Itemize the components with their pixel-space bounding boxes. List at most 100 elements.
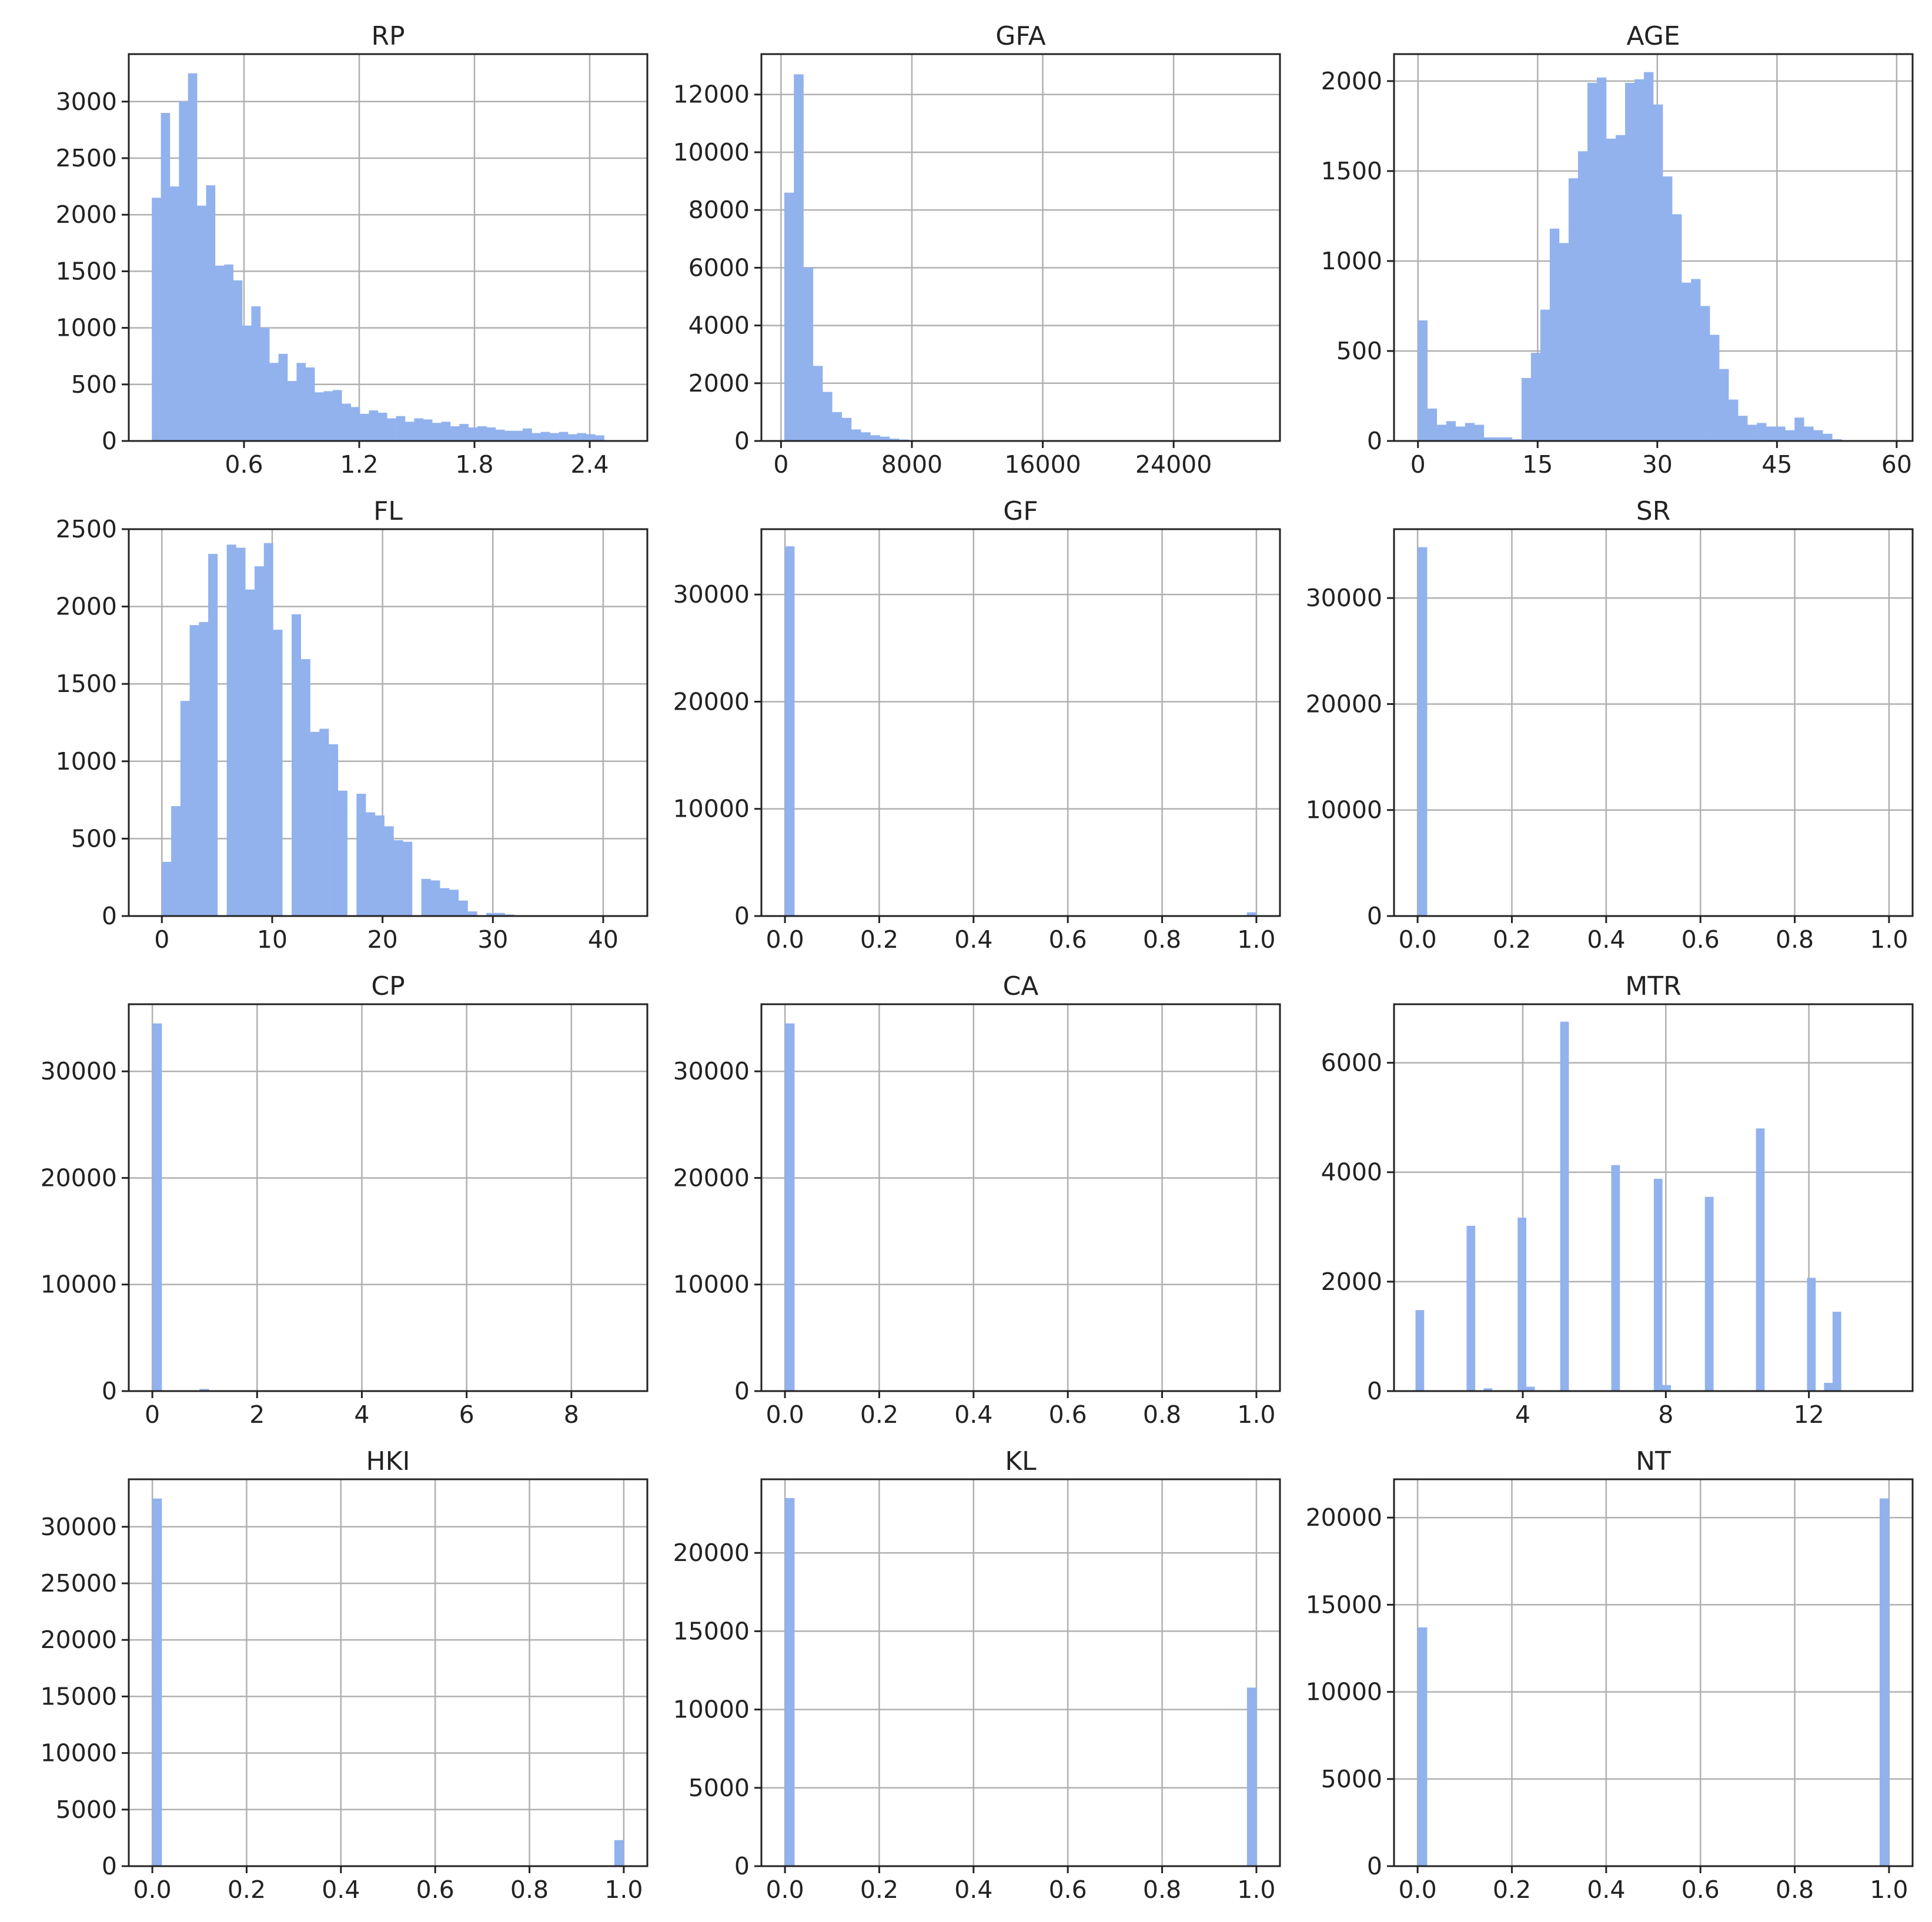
chart-title: GFA bbox=[995, 21, 1045, 51]
x-tick-label: 0.6 bbox=[1049, 1400, 1087, 1429]
x-tick-label: 0.4 bbox=[1587, 925, 1625, 954]
x-tick-label: 0.2 bbox=[860, 1876, 898, 1904]
axes-frame bbox=[1393, 1478, 1914, 1867]
x-tick-label: 0.2 bbox=[1493, 1876, 1531, 1904]
axes-frame bbox=[760, 53, 1281, 442]
bar-rp-27 bbox=[396, 416, 406, 441]
x-tick-label: 4 bbox=[1515, 1400, 1530, 1429]
axes-frame bbox=[1393, 1003, 1914, 1392]
x-tick-label: 0.6 bbox=[1049, 925, 1087, 954]
bar-age-1 bbox=[1427, 408, 1438, 441]
bar-cp-5 bbox=[199, 1389, 209, 1391]
x-tick-label: 1.0 bbox=[1870, 1876, 1908, 1904]
x-tick-label: 8 bbox=[1658, 1400, 1673, 1429]
bar-mtr-40 bbox=[1756, 1128, 1765, 1391]
bar-mtr-48 bbox=[1824, 1383, 1833, 1391]
bar-age-17 bbox=[1577, 151, 1588, 441]
x-tick-label: 0.4 bbox=[322, 1876, 360, 1904]
chart-title: RP bbox=[371, 21, 405, 51]
bar-hki-49 bbox=[614, 1840, 624, 1866]
x-tick-label: 0.8 bbox=[1776, 925, 1814, 954]
y-tick-label: 30000 bbox=[41, 1057, 117, 1085]
bar-age-42 bbox=[1813, 430, 1823, 441]
bar-rp-0 bbox=[152, 198, 161, 441]
bar-rp-42 bbox=[532, 433, 542, 441]
axes-frame bbox=[1393, 53, 1914, 442]
bar-rp-8 bbox=[224, 264, 233, 441]
bar-gfa-5 bbox=[832, 412, 842, 441]
bar-fl-5 bbox=[208, 554, 218, 916]
x-tick-label: 0.0 bbox=[1398, 1876, 1436, 1904]
x-tick-label: 40 bbox=[588, 925, 619, 954]
bar-kl-0 bbox=[785, 1498, 795, 1866]
bar-rp-11 bbox=[251, 306, 261, 441]
panel-gf: 0.0 0.2 0.4 0.6 0.8 1.0 0 10000 20000 30000 GF bbox=[673, 496, 1281, 954]
bar-rp-1 bbox=[161, 113, 171, 442]
bar-age-2 bbox=[1436, 424, 1447, 441]
panel-fl: 0 10 20 30 40 0 500 1000 1500 2000 2500 FL bbox=[56, 496, 649, 954]
y-tick-label: 0 bbox=[734, 1852, 750, 1880]
bar-cp-0 bbox=[152, 1023, 162, 1391]
bar-rp-24 bbox=[369, 410, 379, 441]
bar-mtr-8 bbox=[1483, 1388, 1493, 1391]
bar-fl-1 bbox=[171, 806, 181, 916]
x-tick-label: 0.6 bbox=[225, 450, 263, 479]
y-tick-label: 15000 bbox=[1306, 1590, 1382, 1619]
y-tick-label: 0 bbox=[1367, 902, 1382, 930]
bar-rp-43 bbox=[540, 432, 550, 441]
bar-age-12 bbox=[1530, 353, 1541, 441]
x-tick-label: 0.8 bbox=[510, 1876, 549, 1904]
bar-rp-38 bbox=[495, 429, 505, 441]
bar-age-44 bbox=[1832, 439, 1842, 441]
bar-rp-10 bbox=[242, 325, 252, 441]
y-tick-label: 0 bbox=[102, 1852, 117, 1880]
bar-fl-3 bbox=[189, 625, 199, 916]
bar-rp-25 bbox=[377, 412, 387, 441]
y-tick-label: 0 bbox=[102, 1377, 117, 1405]
axes-frame bbox=[760, 1003, 1281, 1392]
bar-age-43 bbox=[1823, 433, 1833, 441]
x-tick-label: 10 bbox=[257, 925, 288, 954]
bar-rp-46 bbox=[567, 434, 577, 441]
x-tick-label: 15 bbox=[1522, 450, 1553, 479]
bar-fl-18 bbox=[329, 744, 339, 916]
bar-age-25 bbox=[1653, 104, 1663, 442]
bar-mtr-23 bbox=[1611, 1165, 1620, 1391]
y-tick-label: 0 bbox=[1367, 1852, 1382, 1880]
bar-rp-5 bbox=[197, 205, 206, 441]
bar-rp-3 bbox=[179, 101, 189, 442]
bar-rp-47 bbox=[577, 433, 587, 441]
bar-fl-16 bbox=[310, 731, 320, 916]
bar-fl-11 bbox=[263, 543, 273, 916]
bar-age-19 bbox=[1596, 77, 1607, 442]
y-tick-label: 0 bbox=[1367, 427, 1382, 455]
bar-age-5 bbox=[1465, 423, 1475, 441]
bar-fl-32 bbox=[458, 900, 468, 916]
panel-sr: 0.0 0.2 0.4 0.6 0.8 1.0 0 10000 20000 30000 SR bbox=[1306, 496, 1914, 954]
y-tick-label: 15000 bbox=[673, 1617, 750, 1645]
bar-rp-30 bbox=[423, 419, 433, 441]
panel-rp: 0.6 1.2 1.8 2.4 0 500 1000 1500 2000 2500 3000 RP bbox=[56, 21, 649, 479]
y-tick-label: 10000 bbox=[673, 138, 750, 166]
bar-fl-8 bbox=[236, 547, 246, 916]
bar-fl-19 bbox=[337, 790, 347, 916]
x-tick-label: 0.8 bbox=[1143, 1876, 1181, 1904]
bar-fl-0 bbox=[162, 861, 172, 916]
bar-fl-26 bbox=[403, 841, 413, 916]
bar-gfa-4 bbox=[823, 392, 833, 441]
y-tick-label: 1500 bbox=[56, 257, 117, 285]
x-tick-label: 0.4 bbox=[954, 925, 992, 954]
bar-fl-23 bbox=[375, 815, 385, 916]
bar-mtr-17 bbox=[1560, 1021, 1569, 1391]
y-tick-label: 20000 bbox=[673, 1539, 750, 1567]
x-tick-label: 0 bbox=[154, 925, 169, 954]
y-tick-label: 500 bbox=[71, 370, 117, 399]
x-tick-label: 30 bbox=[1642, 450, 1673, 479]
bar-mtr-28 bbox=[1653, 1178, 1663, 1391]
bar-rp-19 bbox=[323, 391, 333, 441]
bar-rp-20 bbox=[332, 390, 342, 441]
x-tick-label: 0.6 bbox=[1682, 925, 1720, 954]
bar-rp-15 bbox=[287, 381, 297, 441]
chart-title: NT bbox=[1636, 1446, 1671, 1476]
bar-gfa-1 bbox=[794, 74, 804, 442]
